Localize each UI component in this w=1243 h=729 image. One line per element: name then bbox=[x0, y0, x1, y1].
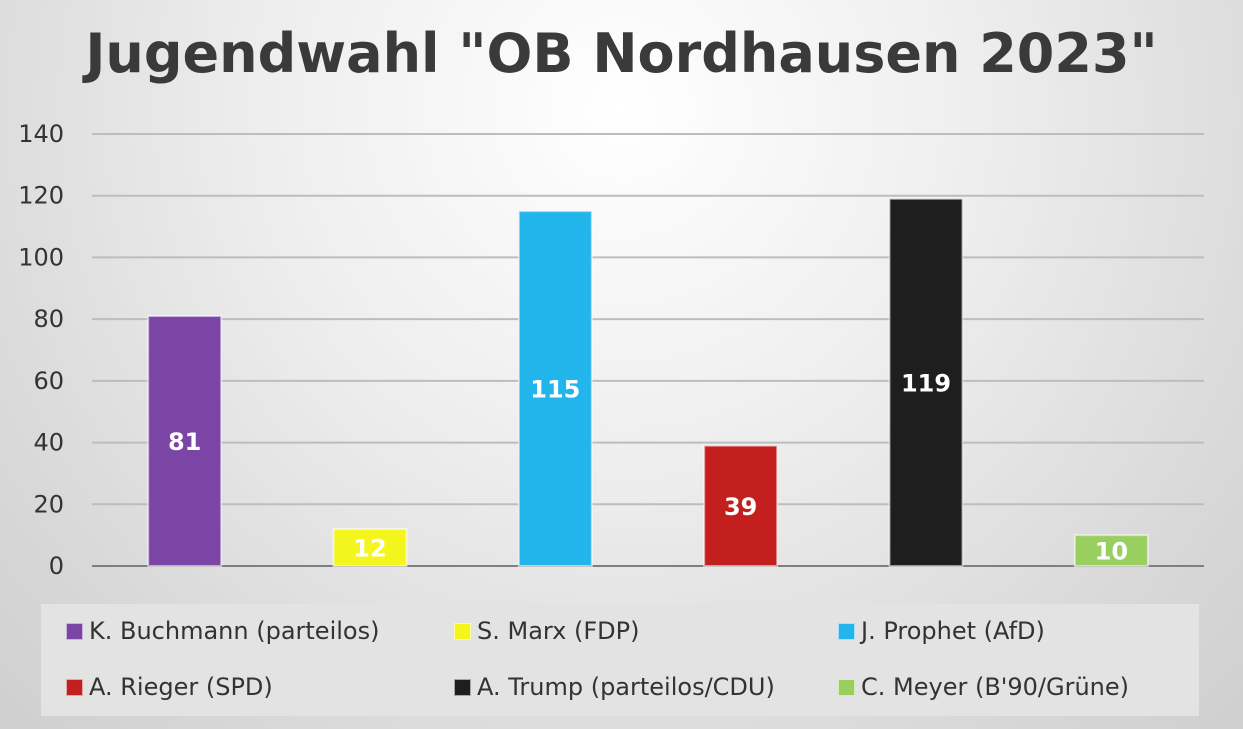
bar bbox=[147, 315, 223, 567]
legend-item: A. Rieger (SPD) bbox=[66, 673, 273, 701]
legend-swatch bbox=[838, 678, 855, 696]
data-label: 115 bbox=[530, 376, 580, 404]
legend-swatch bbox=[66, 622, 83, 640]
bar bbox=[1073, 534, 1149, 568]
y-tick-label: 60 bbox=[33, 367, 64, 395]
data-label: 81 bbox=[168, 428, 201, 456]
legend-swatch bbox=[454, 678, 471, 696]
y-tick-label: 80 bbox=[33, 305, 64, 333]
data-label: 119 bbox=[901, 369, 951, 397]
legend-item: J. Prophet (AfD) bbox=[838, 617, 1045, 645]
legend-item: S. Marx (FDP) bbox=[454, 617, 639, 645]
y-tick-label: 120 bbox=[18, 182, 64, 210]
bar bbox=[332, 527, 408, 568]
legend-label: S. Marx (FDP) bbox=[477, 617, 640, 645]
legend-item: A. Trump (parteilos/CDU) bbox=[454, 673, 775, 701]
bar bbox=[517, 210, 593, 567]
y-tick-label: 100 bbox=[18, 243, 64, 271]
legend-label: A. Rieger (SPD) bbox=[89, 673, 273, 701]
legend-label: K. Buchmann (parteilos) bbox=[89, 617, 380, 645]
legend-swatch bbox=[838, 622, 855, 640]
legend-swatch bbox=[66, 678, 83, 696]
bar bbox=[703, 444, 779, 567]
y-tick-label: 140 bbox=[18, 120, 64, 148]
data-label: 39 bbox=[724, 493, 757, 521]
data-label: 12 bbox=[353, 534, 386, 562]
y-tick-label: 20 bbox=[33, 490, 64, 518]
legend-item: K. Buchmann (parteilos) bbox=[66, 617, 379, 645]
legend-label: C. Meyer (B'90/Grüne) bbox=[861, 673, 1130, 701]
y-tick-label: 0 bbox=[49, 552, 64, 580]
legend-label: A. Trump (parteilos/CDU) bbox=[477, 673, 775, 701]
data-label: 10 bbox=[1095, 538, 1128, 566]
legend-swatch bbox=[454, 622, 471, 640]
plot-area: 0 20 40 60 80 100 120 140 81 12 115 39 119 10 bbox=[18, 120, 1204, 580]
legend-item: C. Meyer (B'90/Grüne) bbox=[838, 673, 1129, 701]
legend-label: J. Prophet (AfD) bbox=[861, 617, 1045, 645]
legend: K. Buchmann (parteilos) S. Marx (FDP) J. P… bbox=[41, 604, 1199, 716]
chart-title: Jugendwahl "OB Nordhausen 2023" bbox=[85, 22, 1158, 85]
bar bbox=[888, 197, 964, 568]
y-tick-label: 40 bbox=[33, 429, 64, 457]
